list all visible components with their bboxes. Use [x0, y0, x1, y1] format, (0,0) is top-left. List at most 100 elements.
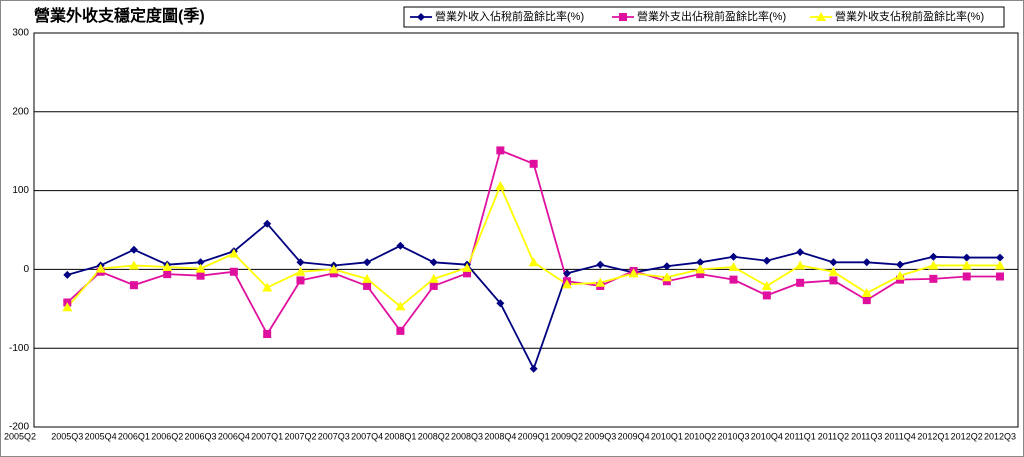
marker	[429, 281, 438, 290]
marker	[861, 288, 872, 298]
legend-marker	[417, 13, 425, 21]
marker	[995, 260, 1005, 270]
y-tick-label: 200	[12, 106, 29, 117]
marker	[829, 276, 838, 285]
marker	[828, 266, 839, 276]
marker	[263, 219, 272, 228]
x-tick-label: 2006Q3	[185, 431, 217, 441]
marker	[728, 262, 739, 272]
legend-box	[403, 6, 1005, 28]
marker	[395, 301, 406, 311]
marker	[462, 262, 473, 272]
x-tick-label: 2011Q2	[818, 431, 849, 441]
marker	[895, 270, 906, 280]
x-tick-label: 2006Q2	[151, 431, 183, 441]
marker	[295, 266, 306, 276]
marker	[596, 260, 605, 269]
marker	[495, 180, 506, 190]
marker	[862, 258, 871, 267]
plot-area	[33, 32, 1019, 428]
marker	[696, 258, 705, 267]
marker	[129, 245, 138, 254]
marker	[961, 260, 972, 270]
marker	[195, 263, 206, 273]
y-tick-label: 100	[12, 185, 29, 196]
x-tick-label: 2009Q3	[584, 431, 616, 441]
marker	[562, 269, 571, 278]
marker	[428, 273, 439, 283]
x-tick-label: 2007Q4	[351, 431, 383, 441]
marker	[263, 330, 272, 339]
x-tick-label: 2005Q2	[4, 431, 36, 441]
x-tick-label: 2012Q1	[917, 431, 949, 441]
marker	[795, 260, 806, 270]
x-tick-label: 2007Q1	[251, 431, 283, 441]
legend-label: 營業外支出佔稅前盈餘比率(%)	[637, 9, 786, 23]
marker	[862, 296, 871, 305]
marker	[528, 257, 539, 267]
marker	[529, 364, 538, 373]
marker	[163, 270, 172, 279]
legend-marker	[619, 13, 627, 21]
marker	[928, 260, 939, 270]
chart-title: 營業外收支穩定度圖(季)	[34, 6, 205, 25]
marker	[396, 326, 405, 335]
marker	[829, 258, 838, 267]
marker	[796, 278, 805, 287]
marker	[896, 260, 905, 269]
x-tick-label: 2005Q4	[85, 431, 117, 441]
x-tick-label: 2009Q4	[618, 431, 650, 441]
legend-marker	[816, 12, 826, 21]
marker	[128, 260, 139, 270]
marker	[328, 264, 339, 274]
y-tick-label: 300	[12, 28, 29, 39]
marker	[363, 281, 372, 290]
marker	[628, 268, 639, 278]
x-tick-label: 2009Q1	[518, 431, 550, 441]
x-tick-label: 2008Q3	[451, 431, 483, 441]
x-tick-label: 2010Q4	[751, 431, 783, 441]
marker	[228, 248, 239, 258]
marker	[262, 282, 273, 292]
marker	[129, 281, 138, 290]
marker	[162, 262, 173, 272]
marker	[529, 159, 538, 168]
marker	[929, 274, 938, 283]
marker	[595, 277, 606, 287]
marker	[196, 271, 205, 280]
marker	[95, 263, 106, 273]
marker	[729, 252, 738, 261]
marker	[962, 253, 971, 262]
marker	[496, 299, 505, 308]
x-tick-label: 2008Q2	[418, 431, 450, 441]
marker	[363, 258, 372, 267]
marker	[561, 279, 572, 289]
marker	[196, 258, 205, 267]
marker	[762, 291, 771, 300]
legend-label: 營業外收支佔稅前盈餘比率(%)	[835, 9, 984, 23]
y-tick-label: -200	[9, 422, 29, 433]
marker	[429, 258, 438, 267]
marker	[762, 256, 771, 265]
x-tick-label: 2011Q1	[784, 431, 815, 441]
y-tick-label: -100	[9, 343, 29, 354]
marker	[463, 269, 472, 278]
x-tick-label: 2005Q3	[51, 431, 83, 441]
marker	[496, 146, 505, 155]
marker	[929, 252, 938, 261]
marker	[761, 280, 772, 290]
x-tick-label: 2012Q3	[984, 431, 1016, 441]
x-tick-label: 2010Q1	[651, 431, 683, 441]
marker	[296, 276, 305, 285]
marker	[796, 248, 805, 257]
x-tick-label: 2009Q2	[551, 431, 583, 441]
x-tick-label: 2010Q3	[718, 431, 750, 441]
marker	[662, 262, 671, 271]
marker	[661, 272, 672, 282]
x-tick-label: 2006Q1	[118, 431, 150, 441]
marker	[696, 270, 705, 279]
marker	[62, 302, 73, 312]
y-tick-label: 0	[23, 264, 29, 275]
x-tick-label: 2012Q2	[951, 431, 983, 441]
